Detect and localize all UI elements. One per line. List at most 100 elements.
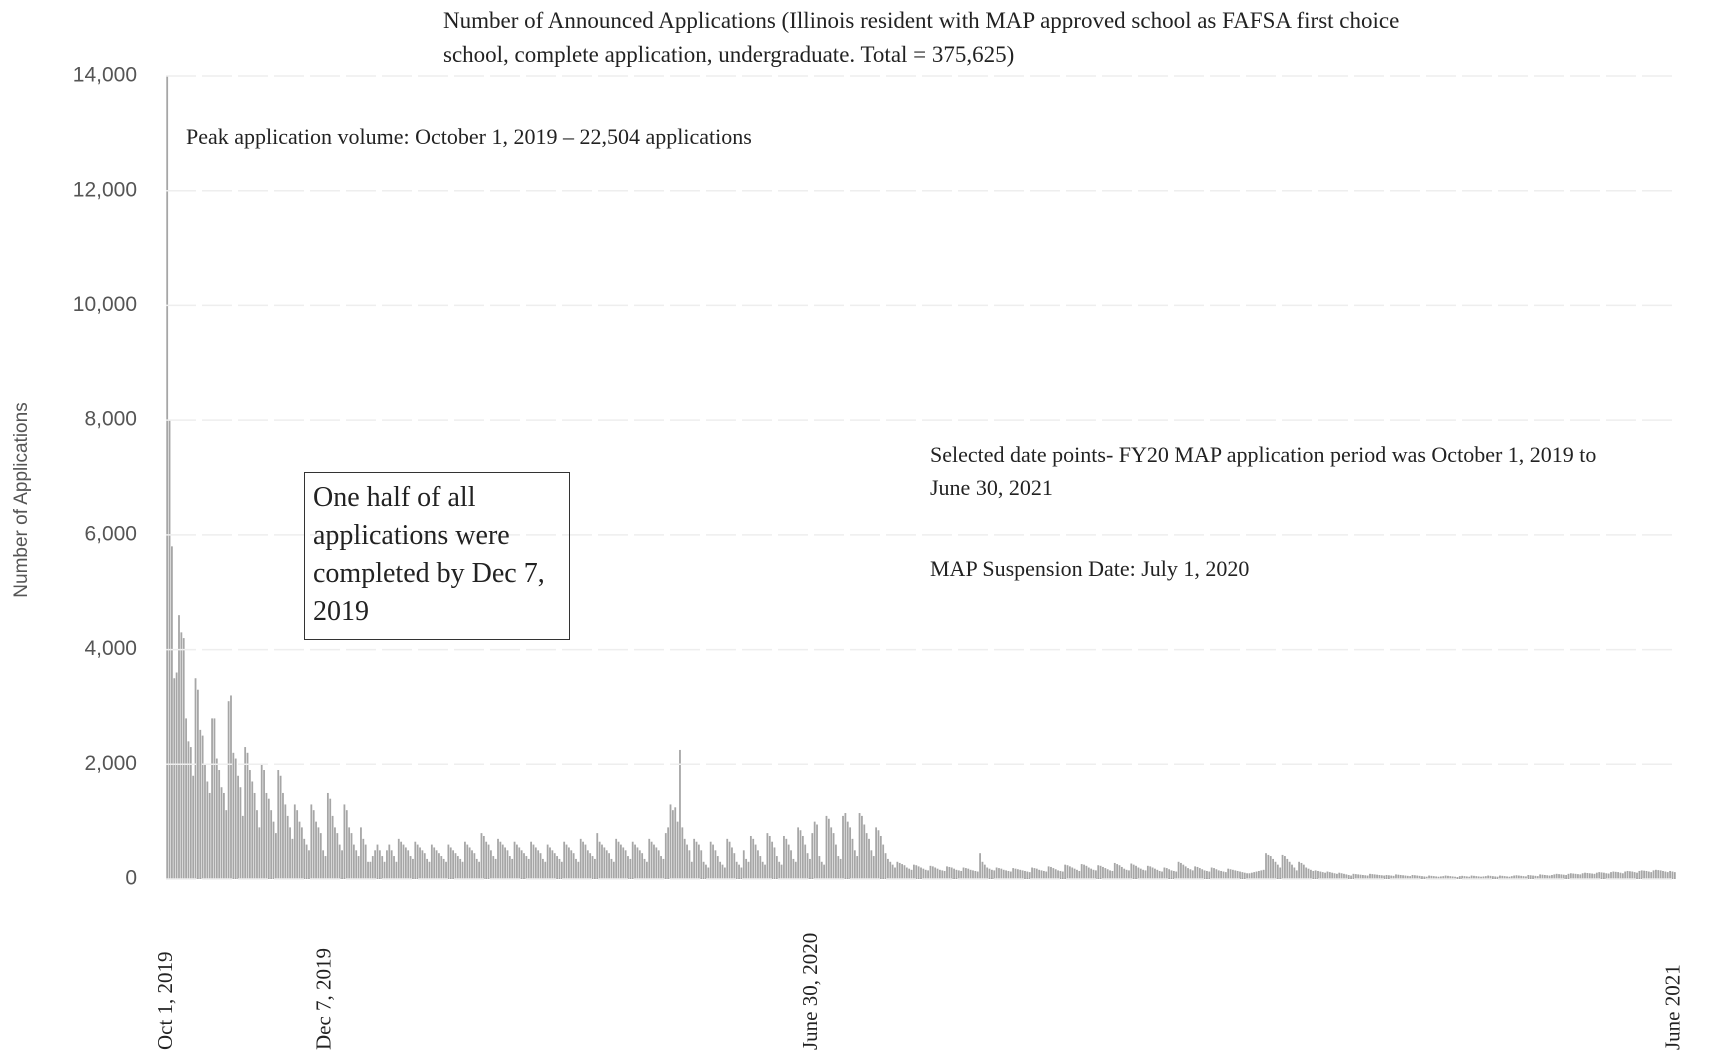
bar: [960, 870, 963, 879]
bar: [1279, 867, 1282, 879]
bar: [1657, 870, 1660, 879]
bar: [1300, 862, 1303, 879]
bar: [953, 868, 955, 879]
bar: [473, 853, 476, 879]
bar: [686, 844, 688, 879]
bar: [1491, 876, 1494, 879]
bar: [1085, 865, 1088, 879]
bar: [308, 850, 310, 879]
bar: [1293, 867, 1296, 879]
bar: [1099, 865, 1102, 879]
bar: [749, 835, 752, 879]
bar: [868, 838, 870, 879]
bar: [478, 861, 481, 879]
bar: [355, 850, 358, 879]
bar: [234, 758, 237, 879]
bar: [667, 827, 670, 879]
bar: [1402, 875, 1404, 879]
bar: [362, 838, 365, 879]
bar: [858, 813, 861, 879]
bar: [1336, 873, 1338, 879]
bar: [1546, 875, 1549, 879]
bar: [433, 847, 436, 879]
bar: [1222, 871, 1225, 879]
bar: [986, 867, 989, 879]
bar: [360, 827, 362, 879]
bar: [622, 847, 625, 879]
bar: [638, 850, 641, 879]
bar: [182, 638, 185, 879]
bar: [1307, 868, 1310, 879]
bar: [378, 850, 381, 879]
bar: [1395, 874, 1397, 879]
bar: [1522, 876, 1525, 879]
bar: [792, 858, 795, 879]
bar: [369, 861, 372, 879]
bar: [251, 781, 254, 879]
bar: [993, 870, 996, 879]
bar: [962, 867, 965, 879]
bar: [853, 850, 856, 879]
bar: [1310, 869, 1312, 879]
bar: [1217, 870, 1220, 879]
bar: [494, 858, 497, 879]
bar: [1111, 870, 1114, 879]
bar: [1480, 876, 1482, 879]
bar: [787, 844, 790, 879]
bar: [740, 867, 743, 879]
bar: [693, 838, 696, 879]
bar: [1607, 873, 1610, 879]
bar: [1569, 873, 1572, 879]
bar: [1024, 870, 1026, 879]
bar: [827, 818, 830, 879]
bar: [1161, 871, 1163, 879]
bar: [1050, 866, 1052, 879]
bar: [643, 858, 646, 879]
bar: [766, 833, 769, 879]
bar: [1621, 873, 1624, 879]
bar: [1567, 873, 1570, 879]
bar: [263, 770, 265, 879]
bar: [612, 861, 615, 879]
bar: [934, 867, 937, 879]
bar: [1066, 865, 1069, 879]
bar: [1260, 870, 1263, 879]
bar: [905, 867, 908, 879]
bar: [1276, 864, 1279, 879]
bar: [759, 856, 762, 879]
bar: [1610, 872, 1612, 879]
bar: [1612, 871, 1615, 879]
bar: [1026, 871, 1029, 879]
x-tick-label: June 2021: [1661, 964, 1685, 1050]
bar: [1593, 873, 1596, 879]
bar: [830, 827, 833, 879]
bar: [981, 861, 984, 879]
bar: [1059, 870, 1062, 879]
half-annotation-box: One half of all applications were comple…: [304, 472, 570, 640]
bar: [1586, 872, 1589, 879]
bar: [894, 867, 896, 879]
bar: [896, 861, 899, 879]
bar: [1364, 875, 1367, 879]
bar: [1369, 873, 1371, 879]
bar: [1543, 874, 1546, 879]
bar: [1456, 876, 1459, 879]
bar: [669, 804, 672, 879]
bar: [870, 850, 873, 879]
bar: [1016, 869, 1019, 879]
bar: [300, 827, 303, 879]
bar: [343, 804, 346, 879]
bar: [445, 861, 447, 879]
bar: [553, 853, 556, 879]
bar: [790, 850, 792, 879]
bar: [568, 847, 570, 879]
bar: [882, 844, 885, 879]
bar: [601, 844, 603, 879]
bar: [1390, 875, 1393, 879]
bar: [627, 856, 629, 879]
bar: [1442, 876, 1445, 879]
bar: [856, 856, 859, 879]
bar: [244, 747, 247, 879]
bar: [1057, 870, 1059, 879]
bar: [1208, 871, 1211, 879]
